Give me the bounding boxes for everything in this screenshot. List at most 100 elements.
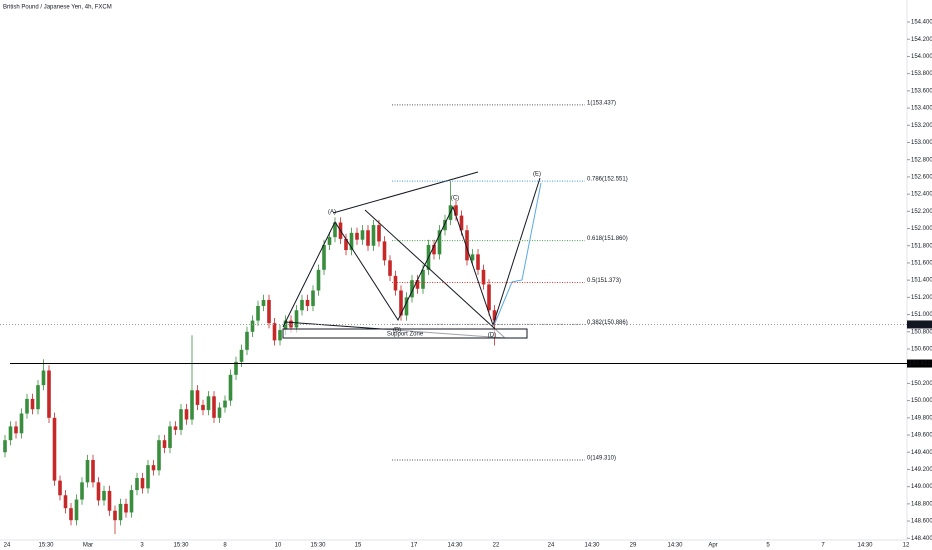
candle-body <box>256 305 260 321</box>
price-label-box <box>907 320 932 329</box>
candle-body <box>201 404 205 411</box>
candle-body <box>179 409 183 430</box>
y-tick-label: 149.600 <box>911 433 932 439</box>
candle-body <box>355 232 359 240</box>
trend-line <box>332 171 479 214</box>
candle-body <box>25 398 29 414</box>
candle-body <box>91 459 95 483</box>
candle-body <box>151 465 156 471</box>
candle-body <box>118 503 123 521</box>
y-tick-label: 153.400 <box>911 106 932 112</box>
projection-line <box>494 182 542 324</box>
x-tick-label: 14:30 <box>667 543 683 549</box>
candle-body <box>366 230 370 246</box>
candle-body <box>272 323 277 341</box>
candle-body <box>129 490 134 513</box>
x-tick-label: 14:30 <box>447 543 463 549</box>
candle-body <box>388 260 392 276</box>
candle-body <box>322 244 326 270</box>
candle-body <box>333 222 337 238</box>
y-tick-label: 151.800 <box>911 243 932 249</box>
y-tick-label: 148.400 <box>911 536 932 542</box>
y-tick-label: 151.400 <box>911 278 932 284</box>
candle-body <box>195 390 200 405</box>
y-tick-label: 150.600 <box>911 347 932 353</box>
wave-label: (B) <box>393 328 401 334</box>
fib-label: 1(153.437) <box>587 100 616 106</box>
candle-body <box>217 407 222 418</box>
candle-body <box>168 426 172 448</box>
candle-body <box>300 299 304 311</box>
x-tick-label: 7 <box>821 543 825 549</box>
candle-body <box>234 361 238 375</box>
y-tick-label: 150.000 <box>911 398 932 404</box>
x-tick-label: 5 <box>766 543 770 549</box>
candle-body <box>146 465 150 489</box>
candle-body <box>212 396 216 418</box>
candle-body <box>305 299 310 306</box>
y-tick-label: 152.600 <box>911 174 932 180</box>
y-tick-label: 153.600 <box>911 88 932 94</box>
y-tick-label: 152.800 <box>911 157 932 163</box>
candle-body <box>492 310 497 321</box>
candle-body <box>206 396 211 411</box>
candle-body <box>404 297 409 316</box>
candle-body <box>190 390 194 420</box>
candle-body <box>184 409 189 420</box>
candle-body <box>157 440 161 471</box>
wave-label: (A) <box>328 210 336 216</box>
candle-body <box>476 254 480 270</box>
candle-body <box>69 508 73 521</box>
x-tick-label: 29 <box>630 543 637 549</box>
candle-body <box>113 510 117 521</box>
y-tick-label: 154.200 <box>911 37 932 43</box>
candle-body <box>135 478 139 491</box>
zone-label: Support Zone <box>387 332 424 338</box>
candle-body <box>58 480 62 496</box>
candle-body <box>421 269 425 289</box>
candle-body <box>437 230 442 255</box>
y-tick-label: 154.000 <box>911 54 932 60</box>
y-tick-label: 153.800 <box>911 71 932 77</box>
y-tick-label: 150.800 <box>911 329 932 335</box>
candle-body <box>14 426 18 434</box>
candle-body <box>261 299 266 306</box>
candle-body <box>162 440 167 448</box>
x-tick-label: 24 <box>548 543 555 549</box>
candle-body <box>459 215 464 231</box>
wave-line <box>282 177 541 328</box>
candle-body <box>36 385 40 410</box>
candle-body <box>63 495 68 509</box>
support-zone <box>282 328 528 339</box>
y-tick-label: 151.000 <box>911 312 932 318</box>
y-tick-label: 149.000 <box>911 484 932 490</box>
candle-body <box>470 254 475 261</box>
candle-body <box>393 275 398 291</box>
y-tick-label: 153.200 <box>911 123 932 129</box>
candle-body <box>410 280 414 298</box>
fib-label: 0(149.310) <box>587 456 616 462</box>
candle-body <box>173 426 178 430</box>
candle-body <box>19 413 24 434</box>
fib-label: 0.382(150.886) <box>587 320 628 326</box>
x-tick-label: 15:30 <box>173 543 189 549</box>
price-label: 150.431 <box>909 361 931 367</box>
x-tick-label: 15:30 <box>310 543 326 549</box>
fib-label: 0.618(151.860) <box>587 236 628 242</box>
x-tick-label: 15 <box>355 543 362 549</box>
fib-label: 0.786(152.551) <box>587 177 628 183</box>
x-tick-label: 17 <box>411 543 418 549</box>
candle-body <box>85 459 90 483</box>
y-tick-label: 151.200 <box>911 295 932 301</box>
candle-body <box>278 330 282 341</box>
candle-body <box>228 374 233 401</box>
candle-body <box>465 230 469 261</box>
candles <box>3 181 497 534</box>
y-tick-label: 148.600 <box>911 519 932 525</box>
candle-body <box>415 280 420 289</box>
drawings <box>282 171 542 339</box>
x-tick-label: 24 <box>4 543 11 549</box>
x-tick-label: 8 <box>223 543 227 549</box>
